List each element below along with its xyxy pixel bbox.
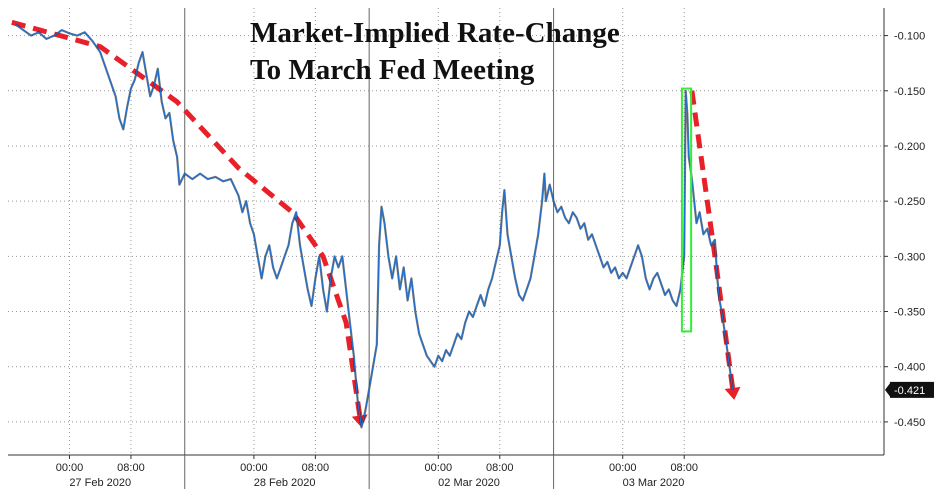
x-tick-label: 00:00	[240, 462, 268, 474]
series-layer	[15, 23, 734, 429]
chart-title-line-1: Market-Implied Rate-Change	[250, 17, 620, 49]
y-tick-label: -0.450	[894, 417, 925, 429]
annotation-layer	[680, 87, 693, 333]
y-tick-label: -0.300	[894, 251, 925, 263]
x-tick-label: 08:00	[302, 462, 330, 474]
axis-layer: -0.100 -0.150 -0.200 -0.250 -0.300 -0.350 -0.4…	[8, 8, 934, 489]
y-tick-label: -0.150	[894, 86, 925, 98]
y-tick-label: -0.350	[894, 307, 925, 319]
x-day-label: 27 Feb 2020	[69, 477, 131, 489]
x-tick-label: 08:00	[486, 462, 514, 474]
x-tick-label: 00:00	[56, 462, 84, 474]
last-value-label: -0.421	[894, 385, 925, 397]
x-tick-label: 00:00	[609, 462, 637, 474]
x-day-label: 03 Mar 2020	[623, 477, 685, 489]
y-tick-label: -0.250	[894, 196, 925, 208]
x-tick-label: 08:00	[117, 462, 145, 474]
series-line	[15, 24, 734, 428]
chart-title-line-2: To March Fed Meeting	[250, 54, 535, 86]
arrow-head	[724, 386, 741, 400]
x-tick-label: 00:00	[425, 462, 453, 474]
red-dashed-arrow	[11, 19, 363, 420]
last-value-box	[890, 381, 934, 398]
x-day-label: 28 Feb 2020	[254, 477, 316, 489]
y-tick-label: -0.100	[894, 31, 925, 43]
y-tick-label: -0.400	[894, 362, 925, 374]
x-tick-label: 08:00	[670, 462, 698, 474]
y-tick-label: -0.200	[894, 141, 925, 153]
last-value-pointer	[885, 381, 891, 398]
x-day-label: 02 Mar 2020	[438, 477, 500, 489]
grid-layer	[8, 8, 884, 455]
highlight-box	[680, 87, 693, 333]
